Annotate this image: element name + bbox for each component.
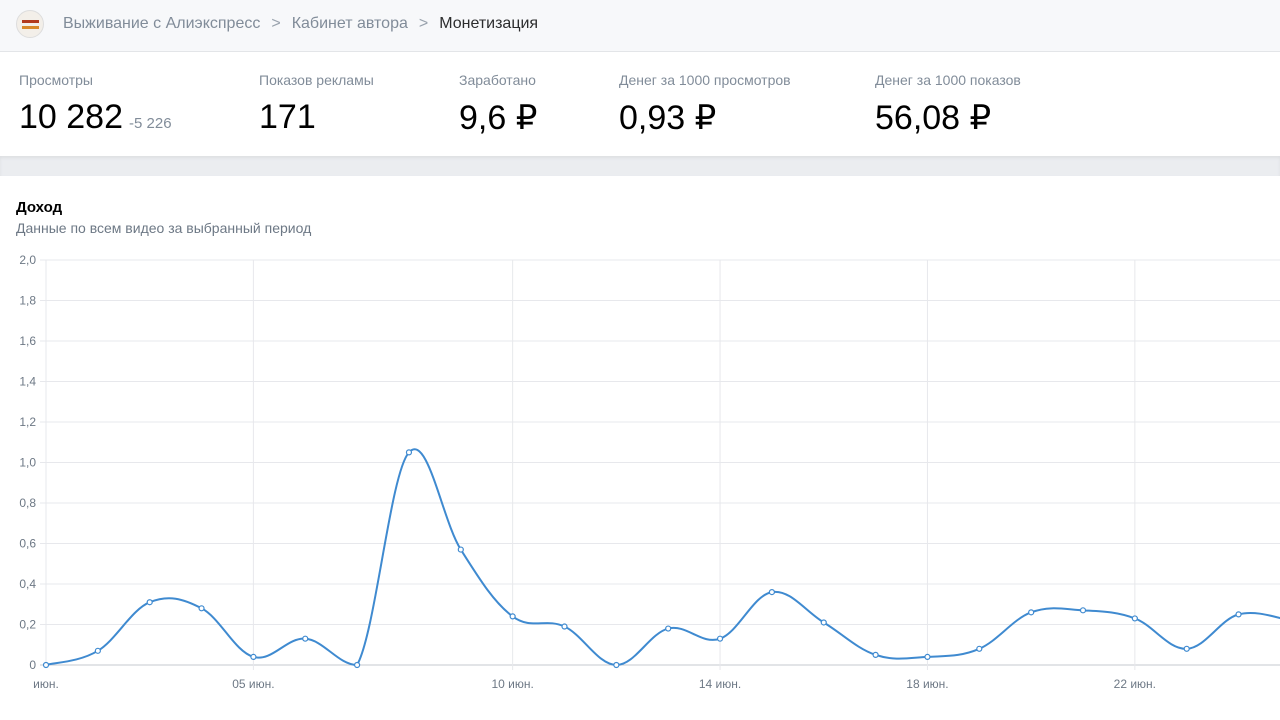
data-point (924, 653, 931, 660)
x-tick-label: 18 июн. (906, 677, 948, 691)
stat-ad-impressions: Показов рекламы 171 (259, 72, 374, 137)
data-point (976, 645, 983, 652)
data-point (1131, 615, 1138, 622)
data-point (872, 651, 879, 658)
stat-rpm-views: Денег за 1000 просмотров 0,93 ₽ (619, 72, 791, 138)
y-tick-label: 1,2 (19, 415, 36, 429)
stat-views: Просмотры 10 282 -5 226 (19, 72, 172, 137)
data-point (613, 661, 620, 669)
data-point (457, 546, 464, 553)
data-point (198, 605, 205, 612)
stat-value: 171 (259, 98, 316, 136)
y-tick-label: 0,4 (19, 577, 36, 591)
section-divider (0, 156, 1280, 176)
data-point (146, 599, 153, 606)
breadcrumb: Выживание с Алиэкспресс > Кабинет автора… (63, 15, 538, 33)
chart-title: Доход (16, 199, 63, 216)
y-tick-label: 2,0 (19, 253, 36, 267)
stat-value: 0,93 ₽ (619, 99, 717, 137)
data-point (42, 661, 50, 669)
data-point (665, 625, 672, 632)
breadcrumb-channel[interactable]: Выживание с Алиэкспресс (63, 15, 261, 32)
x-tick-label: 05 июн. (232, 677, 274, 691)
income-series-line (45, 448, 1280, 667)
stat-label: Денег за 1000 просмотров (619, 72, 791, 88)
chart-subtitle: Данные по всем видео за выбранный период (16, 220, 312, 236)
x-tick-label: июн. (33, 677, 59, 691)
data-point (768, 589, 776, 596)
stat-label: Заработано (459, 72, 536, 88)
data-point (1183, 645, 1190, 652)
data-point (561, 623, 568, 630)
income-chart[interactable]: 0 0,2 0,4 0,6 0,8 1,0 1,2 1,4 1,6 1,8 2,0 июн. 05 ию… (0, 240, 1280, 720)
y-tick-label: 0 (29, 658, 36, 672)
x-tick-label: 14 июн. (699, 677, 741, 691)
stat-label: Показов рекламы (259, 72, 374, 88)
data-point (509, 613, 516, 620)
stat-value: 56,08 ₽ (875, 99, 992, 137)
stat-label: Просмотры (19, 72, 93, 88)
data-point (94, 647, 101, 654)
y-tick-label: 0,2 (19, 618, 36, 632)
data-point (302, 635, 309, 642)
channel-avatar[interactable] (16, 10, 44, 38)
stat-label: Денег за 1000 показов (875, 72, 1021, 88)
y-tick-label: 0,8 (19, 496, 36, 510)
x-tick-label: 10 июн. (491, 677, 533, 691)
data-point (405, 449, 413, 456)
stat-value: 10 282 (19, 98, 123, 136)
y-tick-label: 1,8 (19, 294, 36, 308)
y-tick-label: 0,6 (19, 537, 36, 551)
data-point (354, 661, 361, 669)
chevron-right-icon: > (271, 15, 281, 32)
chevron-right-icon: > (418, 15, 429, 32)
stat-value: 9,6 ₽ (459, 99, 538, 137)
stat-rpm-impressions: Денег за 1000 показов 56,08 ₽ (875, 72, 1021, 138)
y-tick-label: 1,4 (19, 375, 36, 389)
stat-earned: Заработано 9,6 ₽ (459, 72, 537, 138)
stats-panel: Просмотры 10 282 -5 226 Показов рекламы 171… (0, 52, 1280, 156)
data-point (820, 619, 827, 626)
y-tick-label: 1,0 (19, 456, 36, 470)
data-point (716, 635, 724, 642)
data-point (1028, 609, 1035, 616)
breadcrumb-current: Монетизация (439, 15, 539, 32)
top-bar: Выживание с Алиэкспресс > Кабинет автора… (0, 0, 1280, 52)
x-tick-label: 22 июн. (1114, 677, 1156, 691)
stat-delta: -5 226 (129, 115, 172, 132)
data-point (1235, 611, 1242, 618)
data-point (250, 653, 257, 660)
y-tick-label: 1,6 (19, 334, 36, 348)
data-point (1079, 607, 1087, 614)
breadcrumb-author-cabinet[interactable]: Кабинет автора (291, 15, 408, 32)
